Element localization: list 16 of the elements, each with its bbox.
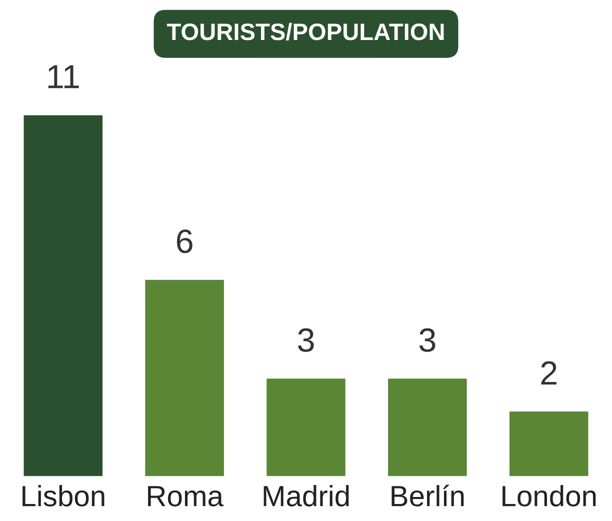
data-label: 6 — [176, 230, 192, 254]
data-label: 11 — [48, 65, 79, 88]
x-tick-label: Roma — [148, 486, 224, 506]
chart-title: TOURISTS/POPULATION — [166, 22, 444, 40]
data-label: 2 — [541, 361, 556, 384]
data-label: 3 — [419, 328, 436, 352]
x-tick-label: Berlín — [392, 484, 464, 506]
x-tick-label: Madrid — [264, 485, 349, 506]
bar — [386, 377, 468, 477]
bar — [22, 114, 104, 477]
x-tick-label: London — [502, 485, 596, 506]
bar — [265, 377, 347, 477]
x-tick-label: Lisbon — [22, 485, 104, 506]
bar — [508, 410, 590, 477]
data-label: 3 — [298, 328, 314, 352]
bar — [144, 278, 226, 477]
